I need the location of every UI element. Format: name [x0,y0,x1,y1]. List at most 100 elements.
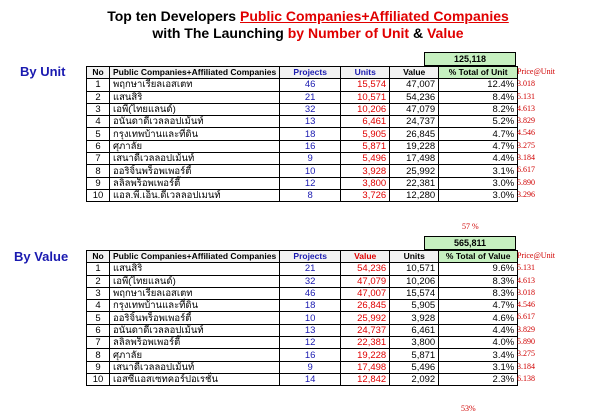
cell-primary-metric: 10,206 [340,102,391,117]
table-row: 6 อนันดาดีเวลลอปเม้นท์ 13 24,737 6,461 4.4% [86,323,519,338]
table-row: 4 กรุงเทพบ้านและที่ดิน 18 26,845 5,905 4.7% [86,299,519,313]
cell-company: อนันดาดีเวลลอปเม้นท์ [108,115,281,129]
cell-no: 6 [86,139,110,154]
cell-secondary-metric: 2,092 [389,372,440,387]
cell-no: 3 [86,286,110,301]
cell-company: กรุงเทพบ้านและที่ดิน [108,127,281,141]
cell-secondary-metric: 5,871 [389,348,440,362]
price-per-unit: 4.546 [517,128,535,138]
col-header-company: Public Companies+Affiliated Companies [108,249,281,264]
price-per-unit: 3.275 [517,140,535,150]
col-header-units: Units [389,249,440,264]
cell-secondary-metric: 3,800 [389,336,440,350]
cell-percent: 3.0% [438,188,519,203]
cell-percent: 4.0% [438,336,519,350]
cell-company: ออริจิ้นพร็อพเพอร์ตี้ [108,311,281,325]
title-line2-prefix: with The Launching [152,25,288,41]
table-row: 8 ออริจิ้นพร็อพเพอร์ตี้ 10 3,928 25,992 3.1% [86,164,519,178]
title-line1-highlight: Public Companies+Affiliated Companies [240,8,509,24]
table-row: 1 พฤกษาเรียลเอสเตท 46 15,574 47,007 12.4% [86,78,519,92]
cell-company: อนันดาดีเวลลอปเม้นท์ [108,323,281,338]
price-per-unit: 3.018 [517,79,535,89]
cell-primary-metric: 25,992 [340,311,391,325]
table-row: 8 ศุภาลัย 16 19,228 5,871 3.4% [86,348,519,362]
price-per-unit: 3.829 [517,116,535,126]
cell-percent: 4.7% [438,139,519,154]
cell-secondary-metric: 6,461 [389,323,440,338]
cell-company: ลลิลพร็อพเพอร์ตี้ [108,176,281,190]
cell-no: 3 [86,102,110,117]
price-per-unit: 5.890 [517,337,535,347]
cell-percent: 8.4% [438,90,519,104]
cell-projects: 46 [279,286,342,301]
title-line2-amp: & [409,25,427,41]
price-per-unit: 5.131 [517,263,535,273]
cell-projects: 12 [279,336,342,350]
cell-secondary-metric: 12,280 [389,188,440,203]
cell-no: 9 [86,360,110,374]
col-header-value: Value [340,249,391,264]
cell-company: แสนสิริ [108,262,281,276]
table-by-unit: No Public Companies+Affiliated Companies… [86,65,519,203]
unit-total-box: 125,118 [424,52,516,66]
cell-projects: 10 [279,311,342,325]
cell-primary-metric: 24,737 [340,323,391,338]
cell-no: 5 [86,127,110,141]
col-header-pct-value: % Total of Value [438,249,519,264]
cell-primary-metric: 5,496 [340,152,391,166]
cell-projects: 8 [279,188,342,203]
cell-secondary-metric: 19,228 [389,139,440,154]
cell-secondary-metric: 24,737 [389,115,440,129]
cell-primary-metric: 5,871 [340,139,391,154]
table-row: 7 เสนาดีเวลลอปเม้นท์ 9 5,496 17,498 4.4% [86,152,519,166]
table-row: 6 ศุภาลัย 16 5,871 19,228 4.7% [86,139,519,154]
section-label-by-unit: By Unit [20,64,66,79]
cell-projects: 13 [279,115,342,129]
price-per-unit: 6.138 [517,373,535,383]
cell-no: 5 [86,311,110,325]
cell-projects: 12 [279,176,342,190]
cell-percent: 8.3% [438,274,519,288]
price-per-unit: 6.617 [517,312,535,322]
cell-primary-metric: 26,845 [340,299,391,313]
table-row: 1 แสนสิริ 21 54,236 10,571 9.6% [86,262,519,276]
price-per-unit: 3.184 [517,153,535,163]
price-per-unit: 4.546 [517,300,535,310]
col-header-units: Units [340,65,391,80]
cell-percent: 8.3% [438,286,519,301]
cell-percent: 4.6% [438,311,519,325]
cell-no: 7 [86,336,110,350]
cell-company: ลลิลพร็อพเพอร์ตี้ [108,336,281,350]
table-row: 3 พฤกษาเรียลเอสเตท 46 47,007 15,574 8.3% [86,286,519,301]
cell-percent: 4.7% [438,127,519,141]
title-line2-highlight: by Number of Unit [287,25,410,41]
cell-primary-metric: 47,007 [340,286,391,301]
cell-company: ออริจิ้นพร็อพเพอร์ตี้ [108,164,281,178]
cell-primary-metric: 3,726 [340,188,391,203]
price-per-unit: 3.275 [517,349,535,359]
cell-company: พฤกษาเรียลเอสเตท [108,286,281,301]
price-column-value: Price@Unit 5.131 4.613 3.018 4.546 6.617 3.82… [517,250,555,385]
table-row: 4 อนันดาดีเวลลอปเม้นท์ 13 6,461 24,737 5.2% [86,115,519,129]
cell-secondary-metric: 5,905 [389,299,440,313]
cell-percent: 4.7% [438,299,519,313]
col-header-pct-unit: % Total of Unit [438,65,519,80]
title-line1-prefix: Top ten Developers [107,8,240,24]
table-row: 10 เอสซีแอสเซทคอร์ปอเรชั่น 14 12,842 2,092 2.… [86,372,519,387]
table-row: 2 แสนสิริ 21 10,571 54,236 8.4% [86,90,519,104]
price-per-unit: 4.613 [517,103,535,113]
cell-projects: 10 [279,164,342,178]
price-per-unit: 3.184 [517,361,535,371]
cell-primary-metric: 22,381 [340,336,391,350]
cell-secondary-metric: 22,381 [389,176,440,190]
price-header: Price@Unit [517,251,556,260]
cell-projects: 9 [279,152,342,166]
price-column-unit: Price@Unit 3.018 5.131 4.613 3.829 4.546 3.27… [517,66,555,201]
cell-primary-metric: 54,236 [340,262,391,276]
cell-primary-metric: 3,928 [340,164,391,178]
price-per-unit: 3.018 [517,287,535,297]
table-header-row: No Public Companies+Affiliated Companies… [86,65,519,80]
cell-primary-metric: 6,461 [340,115,391,129]
value-total-box: 565,811 [424,236,516,250]
price-per-unit: 6.617 [517,165,535,175]
